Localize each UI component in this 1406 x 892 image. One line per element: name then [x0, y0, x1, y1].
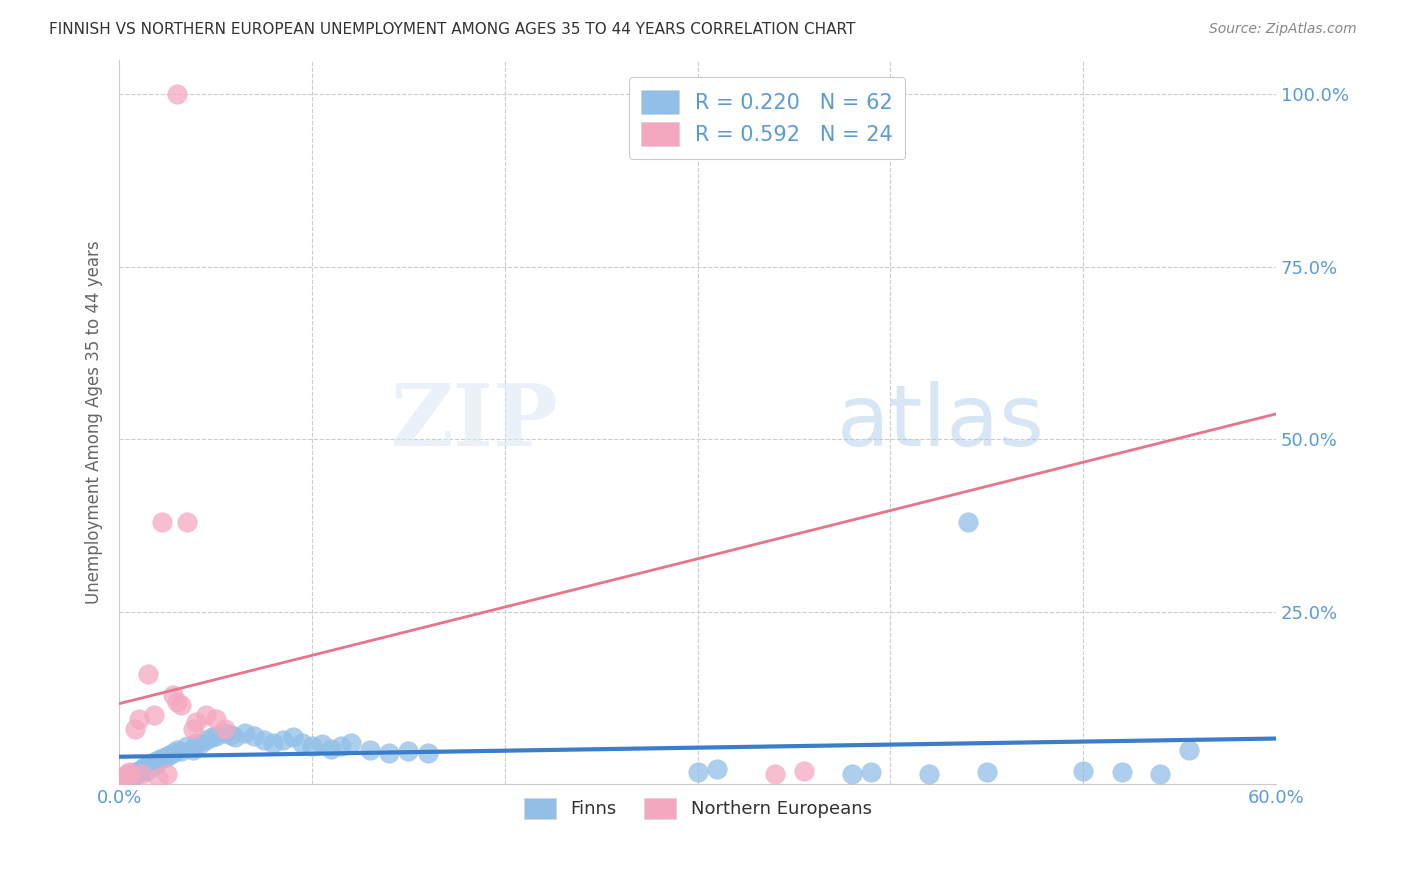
- Point: [321, 741, 343, 756]
- Point: [176, 515, 198, 529]
- Point: [128, 712, 150, 726]
- Point: [201, 731, 224, 745]
- Point: [253, 732, 276, 747]
- Point: [131, 767, 153, 781]
- Point: [291, 736, 314, 750]
- Point: [195, 732, 218, 747]
- Point: [281, 731, 304, 745]
- Point: [1149, 767, 1171, 781]
- Text: FINNISH VS NORTHERN EUROPEAN UNEMPLOYMENT AMONG AGES 35 TO 44 YEARS CORRELATION : FINNISH VS NORTHERN EUROPEAN UNEMPLOYMEN…: [49, 22, 856, 37]
- Point: [121, 769, 143, 783]
- Point: [166, 743, 188, 757]
- Point: [195, 708, 218, 723]
- Point: [134, 760, 156, 774]
- Point: [763, 767, 786, 781]
- Point: [330, 739, 353, 754]
- Point: [136, 667, 159, 681]
- Point: [311, 738, 333, 752]
- Point: [398, 744, 420, 758]
- Y-axis label: Unemployment Among Ages 35 to 44 years: Unemployment Among Ages 35 to 44 years: [86, 240, 103, 604]
- Point: [143, 708, 166, 723]
- Point: [145, 756, 167, 771]
- Point: [378, 747, 401, 761]
- Point: [1111, 764, 1133, 779]
- Point: [301, 739, 323, 754]
- Point: [181, 722, 204, 736]
- Point: [204, 729, 226, 743]
- Point: [243, 729, 266, 743]
- Point: [186, 736, 208, 750]
- Point: [214, 722, 236, 736]
- Point: [150, 751, 173, 765]
- Point: [956, 515, 979, 529]
- Point: [125, 767, 148, 781]
- Point: [124, 722, 146, 736]
- Point: [112, 771, 135, 785]
- Point: [124, 764, 146, 779]
- Point: [339, 736, 361, 750]
- Point: [115, 767, 138, 781]
- Point: [224, 731, 246, 745]
- Point: [204, 712, 226, 726]
- Text: ZIP: ZIP: [391, 380, 558, 464]
- Point: [263, 736, 285, 750]
- Point: [359, 743, 381, 757]
- Point: [143, 756, 166, 770]
- Point: [166, 87, 188, 102]
- Point: [141, 760, 163, 774]
- Point: [155, 749, 177, 764]
- Point: [170, 744, 193, 758]
- Point: [114, 772, 136, 786]
- Point: [129, 764, 152, 779]
- Point: [115, 769, 138, 783]
- Point: [1178, 743, 1201, 757]
- Point: [136, 758, 159, 772]
- Point: [706, 762, 728, 776]
- Point: [120, 769, 142, 783]
- Point: [271, 732, 294, 747]
- Point: [139, 756, 162, 771]
- Point: [214, 725, 236, 739]
- Point: [219, 728, 242, 742]
- Point: [181, 743, 204, 757]
- Point: [166, 695, 188, 709]
- Point: [976, 764, 998, 779]
- Point: [686, 764, 709, 779]
- Point: [783, 87, 806, 102]
- Point: [841, 767, 863, 781]
- Point: [112, 771, 135, 785]
- Point: [120, 771, 142, 785]
- Point: [170, 698, 193, 712]
- Text: Source: ZipAtlas.com: Source: ZipAtlas.com: [1209, 22, 1357, 37]
- Point: [114, 769, 136, 783]
- Point: [162, 747, 184, 761]
- Point: [157, 748, 180, 763]
- Point: [188, 738, 211, 752]
- Point: [128, 764, 150, 778]
- Point: [186, 715, 208, 730]
- Legend: Finns, Northern Europeans: Finns, Northern Europeans: [516, 791, 879, 826]
- Point: [162, 688, 184, 702]
- Point: [860, 764, 883, 779]
- Point: [918, 767, 941, 781]
- Point: [176, 739, 198, 754]
- Point: [146, 771, 169, 785]
- Point: [118, 764, 141, 779]
- Point: [118, 767, 141, 781]
- Point: [146, 753, 169, 767]
- Point: [150, 515, 173, 529]
- Point: [793, 764, 815, 778]
- Point: [131, 762, 153, 776]
- Point: [135, 764, 157, 778]
- Text: atlas: atlas: [837, 381, 1045, 464]
- Point: [156, 767, 179, 781]
- Point: [416, 747, 439, 761]
- Point: [233, 725, 256, 739]
- Point: [1071, 764, 1094, 778]
